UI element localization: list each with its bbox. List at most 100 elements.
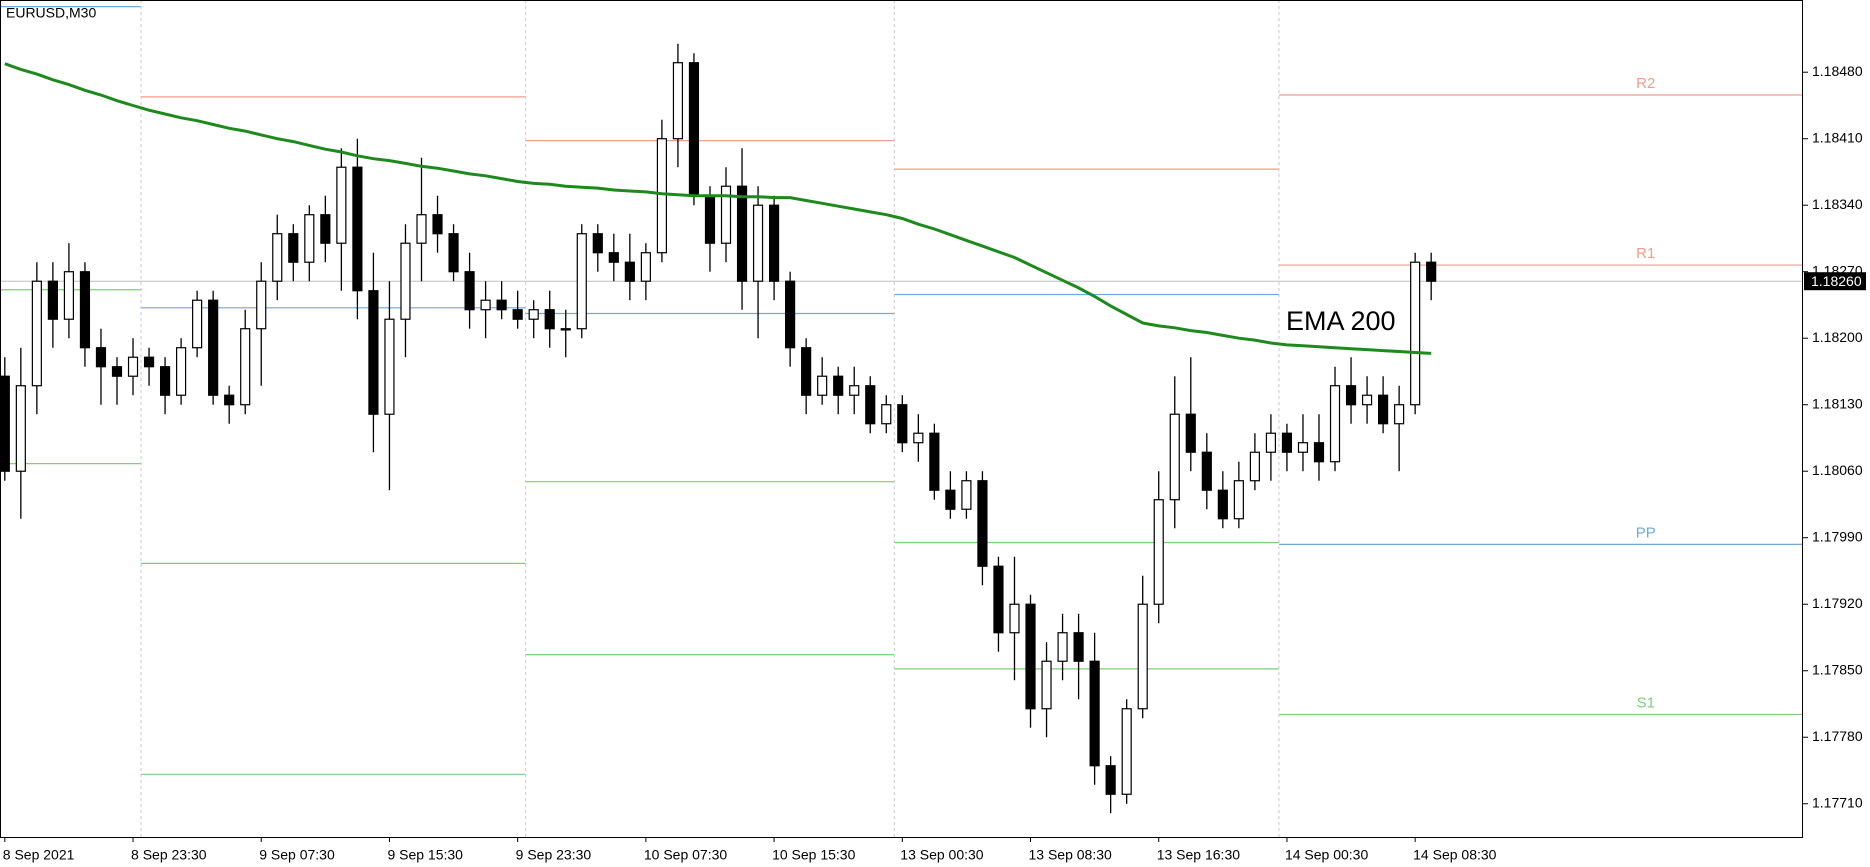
candle-body [977,480,988,567]
candle-body [256,280,267,330]
candle-body [993,565,1004,634]
candle-body [881,404,892,425]
symbol-title: EURUSD,M30 [6,5,96,21]
candle-body [945,489,956,510]
candle-body [111,366,123,377]
candle-body [785,280,796,349]
candle-body [1313,442,1325,463]
candle-body [1041,660,1052,710]
x-tick-label: 10 Sep 15:30 [772,847,856,863]
candle-body [769,204,780,282]
y-tick-label: 1.18480 [1812,63,1863,79]
candle-layer [0,43,1437,814]
candle-body [1297,442,1309,453]
x-tick-label: 10 Sep 07:30 [644,847,728,863]
separator-layer [140,0,1280,837]
candle-body [1025,603,1036,710]
candle-body [704,195,716,244]
pivot-label: PP [1636,524,1656,541]
candle-body [400,242,411,320]
candle-body [528,309,539,320]
candle-body [15,385,26,472]
candle-body [1153,499,1164,605]
candle-body [640,252,651,282]
x-tick-label: 13 Sep 08:30 [1029,847,1113,863]
candle-body [656,138,667,254]
plot-frame [0,0,1803,838]
candle-body [817,375,828,396]
candle-body [1410,261,1421,406]
candle-body [320,214,331,244]
candle-body [31,280,42,387]
candle-body [143,356,155,368]
candle-body [1329,385,1341,463]
candle-body [0,375,10,472]
candle-body [224,394,235,406]
candle-body [1009,603,1020,634]
x-tick-label: 14 Sep 08:30 [1413,847,1497,863]
candle-body [592,233,603,254]
candle-body [1137,603,1148,710]
candle-body [752,204,764,282]
current-price-label: 1.18260 [1811,273,1862,289]
candle-body [560,328,571,331]
current-price-tag [1804,272,1866,291]
candle-body [288,233,299,263]
candle-body [336,166,347,244]
candle-body [1345,385,1357,406]
candle-body [929,432,940,491]
candle-body [1121,708,1132,795]
candle-body [1073,632,1084,662]
pivot-label: R2 [1636,75,1655,92]
candle-body [576,233,587,330]
candle-body [1201,451,1212,491]
y-tick-label: 1.18340 [1812,196,1863,212]
candle-body [1233,480,1244,520]
y-tick-label: 1.18200 [1812,329,1863,345]
y-tick-label: 1.17710 [1812,794,1863,810]
candle-body [352,166,363,292]
candle-body [208,299,219,396]
candle-body [1217,489,1228,520]
x-tick-label: 9 Sep 23:30 [516,847,592,863]
x-tick-label: 13 Sep 00:30 [900,847,984,863]
candle-body [496,299,507,311]
candle-body [79,271,91,349]
y-tick-label: 1.18410 [1812,129,1863,145]
candle-body [464,271,475,311]
x-tick-label: 8 Sep 23:30 [131,847,207,863]
candle-body [1281,432,1293,453]
candle-body [672,62,684,140]
candle-body [688,62,700,197]
candle-body [240,328,251,406]
x-tick-label: 8 Sep 2021 [3,847,75,863]
candle-body [1185,413,1196,453]
candle-body [1426,261,1437,282]
candle-body [272,233,283,282]
y-tick-label: 1.17990 [1812,528,1863,544]
candle-body [512,309,523,320]
candle-body [304,214,315,263]
ema-line [4,62,1432,355]
x-tick-label: 14 Sep 00:30 [1285,847,1369,863]
candle-body [720,185,732,244]
candle-body [480,299,491,311]
candle-body [95,347,107,368]
ema-label: EMA 200 [1286,306,1396,336]
y-tick-label: 1.17780 [1812,728,1863,744]
candle-body [1361,394,1373,406]
ema-layer [4,62,1432,355]
pivot-label: R1 [1636,245,1655,262]
candle-body [1169,413,1180,501]
candle-body [801,347,812,396]
candle-body [544,309,555,330]
candle-body [833,375,844,396]
candle-body [176,347,187,396]
candle-body [1378,394,1389,425]
candle-body [897,404,908,444]
candle-body [432,214,443,235]
candle-body [608,252,619,263]
